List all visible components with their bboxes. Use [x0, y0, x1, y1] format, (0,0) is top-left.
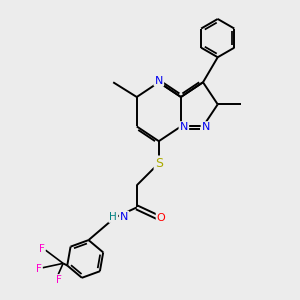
Text: N: N — [154, 76, 163, 85]
Text: N: N — [120, 212, 128, 222]
Text: H: H — [109, 212, 117, 222]
Text: F: F — [36, 264, 42, 274]
Text: F: F — [39, 244, 45, 254]
Text: O: O — [157, 213, 166, 223]
Text: F: F — [56, 275, 62, 285]
Text: N: N — [202, 122, 210, 132]
Text: S: S — [155, 157, 163, 170]
Text: N: N — [180, 122, 188, 132]
